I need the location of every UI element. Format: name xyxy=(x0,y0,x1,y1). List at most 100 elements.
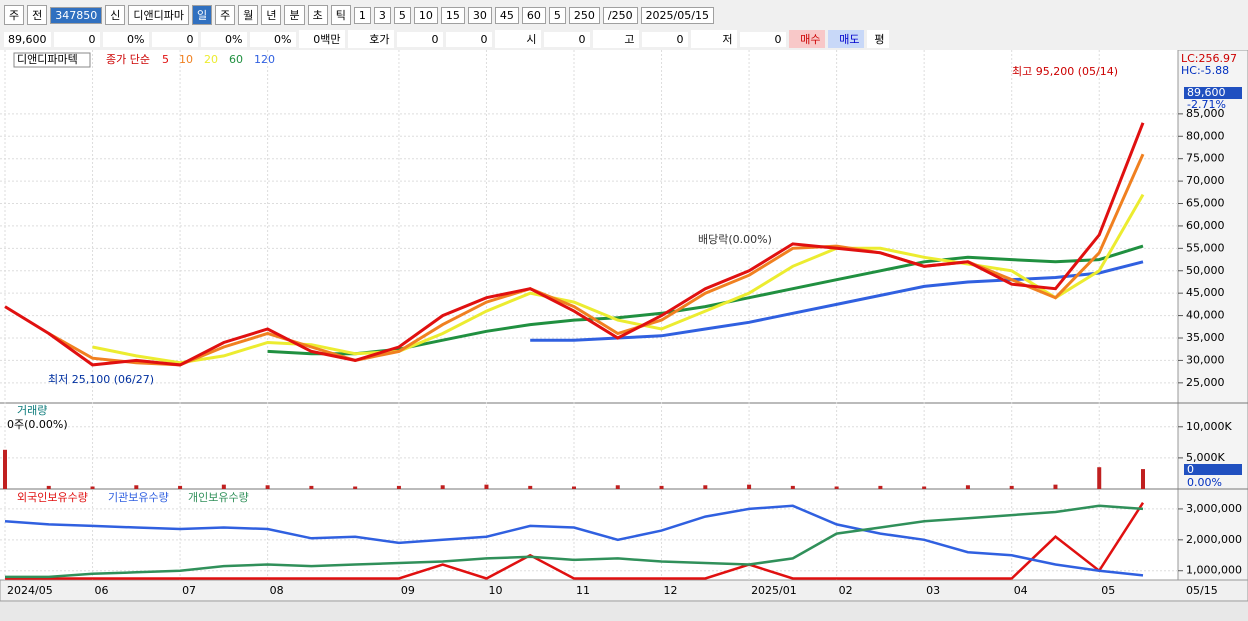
volume-bar xyxy=(484,484,489,489)
toolbar-item[interactable]: 15 xyxy=(440,6,465,24)
quote-field[interactable]: 0 xyxy=(543,31,590,47)
y-tick-label: 25,000 xyxy=(1186,376,1225,389)
volume-bar xyxy=(221,484,226,489)
y-tick-label: 35,000 xyxy=(1186,331,1225,344)
quote-bar: 89,600 0 0% 0 0% 0% 0백만 호가 0 0 시 0 고 0 저 0 매수 매도 평 xyxy=(0,29,1248,49)
volume-bar xyxy=(178,485,183,489)
toolbar-item[interactable]: 전 xyxy=(27,5,48,25)
last-price: 89,600 xyxy=(1187,86,1226,99)
y-tick-label: 2,000,000 xyxy=(1186,533,1242,546)
x-tick-label: 03 xyxy=(926,584,940,597)
toolbar-item[interactable]: 45 xyxy=(494,6,519,24)
toolbar-item[interactable]: 250 xyxy=(568,6,600,24)
quote-field[interactable]: 0 xyxy=(641,31,688,47)
y-tick-label: 70,000 xyxy=(1186,174,1225,187)
toolbar-item[interactable]: 틱 xyxy=(330,5,351,25)
volume-bar xyxy=(922,486,927,489)
quote-field[interactable]: 0 xyxy=(53,31,100,47)
title-box xyxy=(13,52,91,68)
volume-bar xyxy=(265,485,270,489)
volume-bar xyxy=(878,485,883,489)
x-end-label: 05/15 xyxy=(1186,584,1218,597)
volume-bar xyxy=(703,485,708,489)
toolbar-item[interactable]: 3 xyxy=(373,6,391,24)
annotation-dividend: 배당락(0.00%) xyxy=(698,233,772,246)
legend-label: 종가 단순 xyxy=(106,53,150,66)
volume-bar xyxy=(134,485,139,489)
y-tick-label: 5,000K xyxy=(1186,451,1225,464)
y-tick-label: 1,000,000 xyxy=(1186,564,1242,577)
y-tick-label: 75,000 xyxy=(1186,152,1225,165)
axis-panel xyxy=(1177,50,1248,602)
volume-bar xyxy=(1009,485,1014,489)
toolbar-item[interactable]: 분 xyxy=(284,5,305,25)
toolbar-item[interactable]: 2025/05/15 xyxy=(640,6,714,24)
toolbar-item[interactable]: 5 xyxy=(548,6,566,24)
volume-info: 0주(0.00%) xyxy=(7,418,68,431)
quote-field[interactable]: 시 xyxy=(494,30,541,48)
series-line xyxy=(4,122,1145,367)
quote-field[interactable]: 저 xyxy=(690,30,737,48)
y-tick-label: 10,000K xyxy=(1186,420,1232,433)
quote-field[interactable]: 89,600 xyxy=(4,31,51,47)
quote-field[interactable]: 0 xyxy=(739,31,786,47)
quote-field[interactable]: 0% xyxy=(200,31,247,47)
toolbar-item[interactable]: 30 xyxy=(467,6,492,24)
volume-bar xyxy=(1141,469,1145,489)
volume-bar xyxy=(747,484,752,489)
toolbar-item[interactable]: 디앤디파마 xyxy=(128,5,189,25)
toolbar-item[interactable]: 일 xyxy=(191,5,213,25)
volume-bar xyxy=(572,486,576,489)
toolbar-item[interactable]: 월 xyxy=(238,5,259,25)
toolbar-item[interactable]: 347850 xyxy=(50,6,103,24)
series-line xyxy=(92,193,1145,365)
toolbar-item[interactable]: 60 xyxy=(521,6,546,24)
toolbar-item[interactable]: 년 xyxy=(261,5,282,25)
volume-bar xyxy=(1053,484,1058,489)
quote-field[interactable]: 0 xyxy=(151,31,198,47)
annotation-low: 최저 25,100 (06/27) xyxy=(48,373,154,386)
scrollbar[interactable] xyxy=(0,602,1248,621)
volume-pct: 0.00% xyxy=(1187,476,1222,489)
legend-entry: 120 xyxy=(254,53,275,66)
legend-entry: 10 xyxy=(179,53,193,66)
quote-field[interactable]: 0% xyxy=(102,31,149,47)
quote-field[interactable]: 매도 xyxy=(827,30,864,48)
legend-entry: 20 xyxy=(204,53,218,66)
x-tick-label: 06 xyxy=(95,584,109,597)
quote-field[interactable]: 평 xyxy=(866,30,889,48)
y-tick-label: 85,000 xyxy=(1186,107,1225,120)
volume-bar xyxy=(396,485,401,489)
toolbar-item[interactable]: 주 xyxy=(4,5,25,25)
volume-bar xyxy=(528,485,533,489)
toolbar-item[interactable]: 5 xyxy=(393,6,411,24)
toolbar-item[interactable]: 10 xyxy=(413,6,438,24)
volume-last: 0 xyxy=(1187,463,1194,476)
annotation-high: 최고 95,200 (05/14) xyxy=(1012,65,1118,78)
volume-bar xyxy=(965,485,970,489)
x-tick-label: 02 xyxy=(839,584,853,597)
chart-bg xyxy=(0,50,1248,601)
quote-field[interactable]: 0백만 xyxy=(298,30,345,48)
volume-bar xyxy=(309,485,314,489)
toolbar-item[interactable]: 초 xyxy=(307,5,328,25)
legend-entry: 기관보유수량 xyxy=(108,491,169,504)
lc-label: LC:256.97 xyxy=(1181,52,1237,65)
quote-field[interactable]: 고 xyxy=(592,30,639,48)
legend-entry: 5 xyxy=(162,53,169,66)
volume-bar xyxy=(1097,467,1102,489)
legend-entry: 외국인보유수량 xyxy=(17,491,88,504)
chart: 2024/05 06 07 08 09 10 11 12 2025/01 02 03 04 05 05/1… xyxy=(0,50,1248,621)
toolbar-item[interactable]: 주 xyxy=(215,5,236,25)
quote-field[interactable]: 0 xyxy=(396,31,443,47)
y-tick-label: 60,000 xyxy=(1186,219,1225,232)
quote-field[interactable]: 0% xyxy=(249,31,296,47)
toolbar-item[interactable]: 신 xyxy=(105,5,126,25)
quote-field[interactable]: 호가 xyxy=(347,30,394,48)
quote-field[interactable]: 매수 xyxy=(788,30,825,48)
toolbar-item[interactable]: /250 xyxy=(602,6,638,24)
quote-field[interactable]: 0 xyxy=(445,31,492,47)
toolbar-item[interactable]: 1 xyxy=(353,6,371,24)
y-tick-label: 65,000 xyxy=(1186,197,1225,210)
